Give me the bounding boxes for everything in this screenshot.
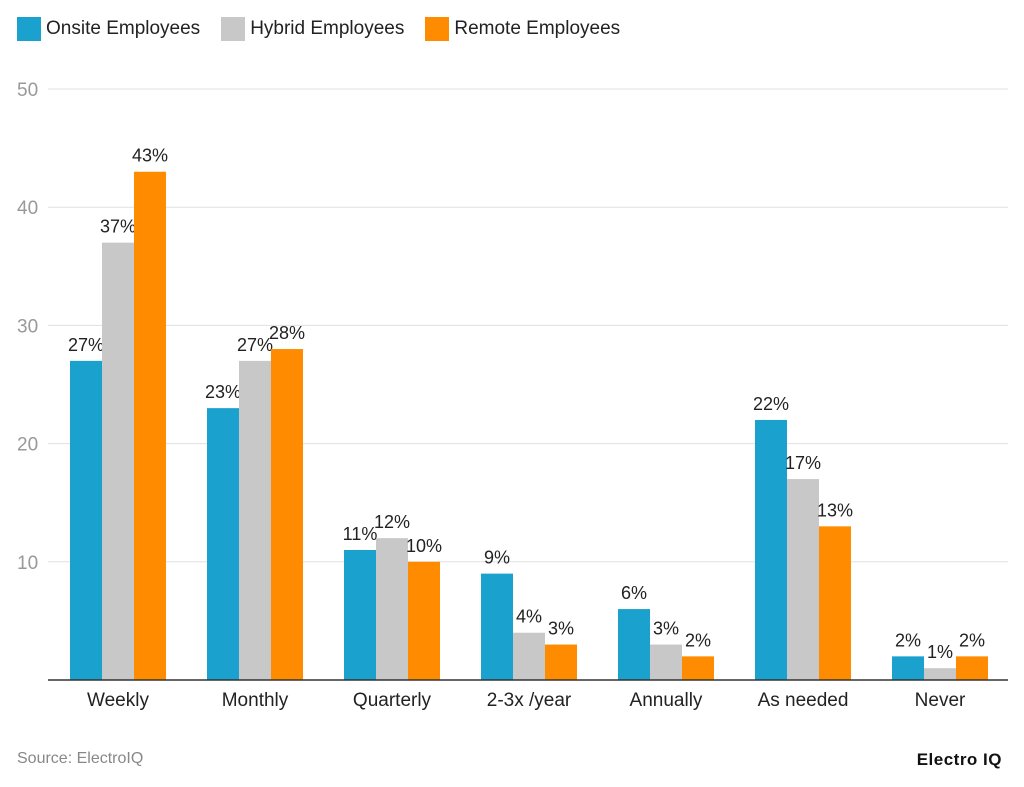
data-label: 23% xyxy=(205,382,241,402)
legend-label: Hybrid Employees xyxy=(250,18,405,39)
bar xyxy=(207,408,239,680)
y-tick-label: 20 xyxy=(17,435,38,456)
data-label: 3% xyxy=(653,619,679,639)
data-label: 43% xyxy=(132,146,168,166)
y-tick-label: 50 xyxy=(17,80,38,101)
bar xyxy=(239,360,271,680)
y-tick-label: 10 xyxy=(17,553,38,574)
bar xyxy=(70,360,102,680)
bar xyxy=(650,644,682,680)
data-label: 2% xyxy=(895,630,921,650)
data-label: 1% xyxy=(927,642,953,662)
x-tick-label: Monthly xyxy=(222,690,289,711)
data-label: 28% xyxy=(269,323,305,343)
x-tick-label: Annually xyxy=(630,690,703,711)
legend-item: Remote Employees xyxy=(425,17,620,41)
bar xyxy=(513,632,545,680)
legend-swatch xyxy=(425,17,450,41)
x-tick-label: 2-3x /year xyxy=(487,690,572,711)
data-label: 6% xyxy=(621,583,647,603)
bar xyxy=(819,526,851,680)
data-label: 2% xyxy=(685,630,711,650)
data-label: 27% xyxy=(68,335,104,355)
legend-swatch xyxy=(17,17,41,41)
data-label: 37% xyxy=(100,217,136,237)
legend-item: Hybrid Employees xyxy=(221,17,404,41)
legend-label: Onsite Employees xyxy=(46,18,201,39)
bar xyxy=(376,538,408,680)
bar xyxy=(755,419,787,680)
data-label: 3% xyxy=(548,619,574,639)
bar xyxy=(481,573,513,680)
bar xyxy=(956,656,988,680)
data-label: 11% xyxy=(343,524,378,544)
logo: Electro IQ xyxy=(916,750,1002,769)
legend: Onsite Employees Hybrid Employees Remote E… xyxy=(17,17,641,41)
bar xyxy=(787,479,819,680)
y-tick-label: 30 xyxy=(17,316,38,337)
data-label: 12% xyxy=(374,512,410,532)
bar xyxy=(682,656,714,680)
x-tick-label: Weekly xyxy=(87,690,149,711)
y-tick-label: 40 xyxy=(17,198,38,219)
data-label: 13% xyxy=(817,500,853,520)
legend-label: Remote Employees xyxy=(454,18,621,39)
bar xyxy=(134,171,166,681)
legend-item: Onsite Employees xyxy=(17,17,200,41)
bar xyxy=(408,561,440,680)
legend-swatch xyxy=(221,17,246,41)
x-tick-label: Never xyxy=(915,690,966,711)
x-tick-label: As needed xyxy=(758,690,849,711)
bar xyxy=(924,668,956,680)
data-label: 27% xyxy=(237,335,273,355)
data-label: 2% xyxy=(959,630,985,650)
data-label: 4% xyxy=(516,607,542,627)
x-tick-label: Quarterly xyxy=(353,690,432,711)
bar xyxy=(545,644,577,680)
bar xyxy=(271,349,303,680)
bar xyxy=(102,242,134,680)
data-label: 22% xyxy=(753,394,789,414)
bar xyxy=(892,656,924,680)
data-label: 17% xyxy=(785,453,821,473)
bar xyxy=(618,609,650,680)
data-label: 10% xyxy=(406,536,442,556)
source-note: Source: ElectroIQ xyxy=(17,750,144,767)
data-label: 9% xyxy=(484,548,510,568)
bar xyxy=(344,549,376,680)
